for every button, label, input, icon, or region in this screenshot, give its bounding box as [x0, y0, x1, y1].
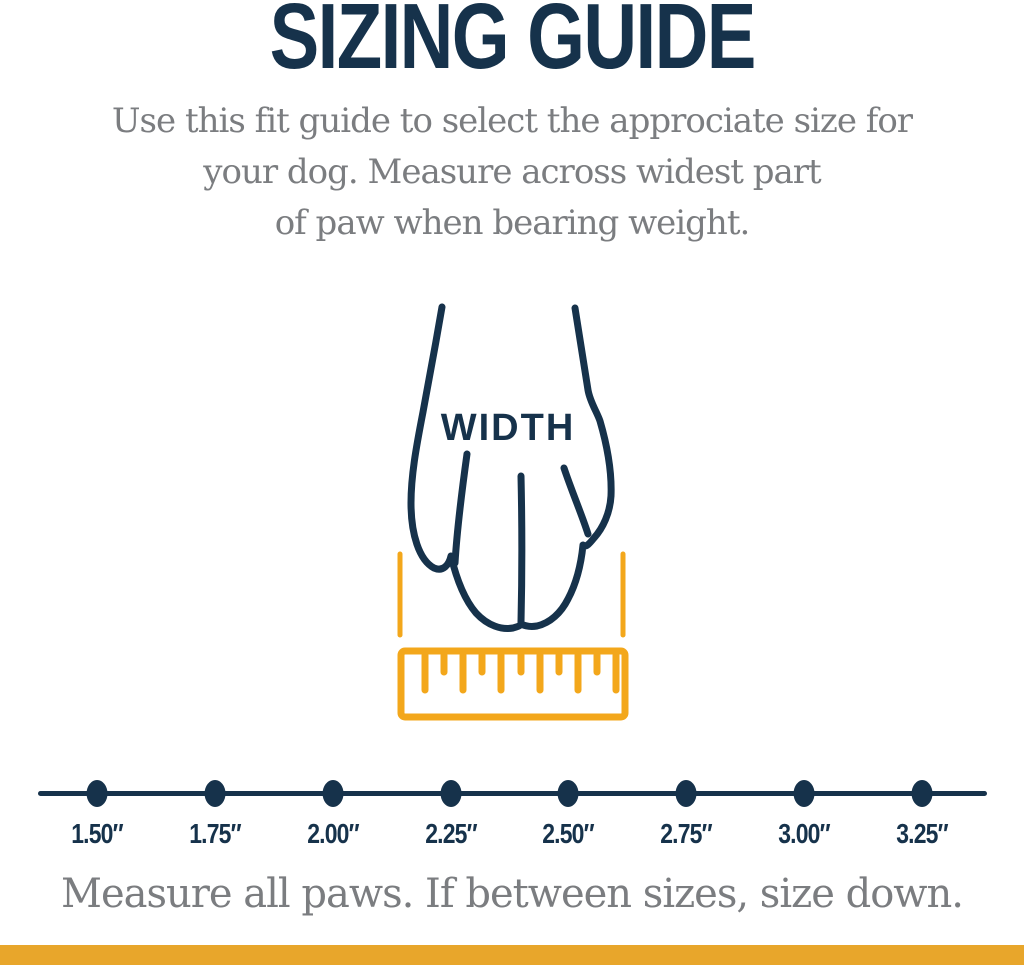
toe-separator-right [560, 464, 592, 538]
toe-separator-left [451, 450, 471, 567]
size-dot-icon [675, 780, 697, 807]
size-marker-6: 2.75″ [655, 780, 718, 848]
size-marker-1: 1.50″ [66, 780, 129, 848]
instructions-line-2: your dog. Measure across widest part [203, 152, 821, 192]
size-marker-7: 3.00″ [773, 780, 836, 848]
size-scale-line [38, 791, 987, 796]
size-marker-8: 3.25″ [891, 780, 954, 848]
size-dot-icon [440, 780, 462, 807]
size-dot-icon [322, 780, 344, 807]
instructions-line-1: Use this fit guide to select the approci… [111, 101, 913, 141]
size-marker-5: 2.50″ [537, 780, 600, 848]
toe-separator-center [517, 472, 526, 626]
page-title: SIZING GUIDE [0, 0, 1024, 83]
size-label: 2.75″ [660, 818, 712, 849]
page-title-text: SIZING GUIDE [269, 0, 756, 88]
measure-note: Measure all paws. If between sizes, size… [60, 871, 964, 917]
paw-outline [407, 303, 615, 632]
fit-guide-instructions: Use this fit guide to select the approci… [0, 96, 1024, 249]
size-dot-icon [911, 780, 933, 807]
bottom-accent-bar [0, 945, 1024, 965]
size-label: 1.50″ [71, 818, 123, 849]
size-label: 3.00″ [778, 818, 830, 849]
width-label: WIDTH [441, 407, 576, 449]
size-dot-icon [557, 780, 579, 807]
size-dot-icon [204, 780, 226, 807]
size-label: 3.25″ [896, 818, 948, 849]
size-marker-3: 2.00″ [302, 780, 365, 848]
instructions-line-3: of paw when bearing weight. [274, 203, 751, 243]
measurement-marks [397, 551, 629, 721]
paw-measurement-illustration: WIDTH [397, 303, 629, 721]
size-dot-icon [86, 780, 108, 807]
size-marker-2: 1.75″ [184, 780, 247, 848]
size-label: 2.25″ [425, 818, 477, 849]
size-dot-icon [793, 780, 815, 807]
size-label: 1.75″ [189, 818, 241, 849]
ruler-ticks [421, 651, 620, 694]
paw-icon [407, 303, 615, 632]
size-label: 2.00″ [307, 818, 359, 849]
size-marker-4: 2.25″ [420, 780, 483, 848]
ruler-icon [397, 647, 629, 721]
size-label: 2.50″ [542, 818, 594, 849]
